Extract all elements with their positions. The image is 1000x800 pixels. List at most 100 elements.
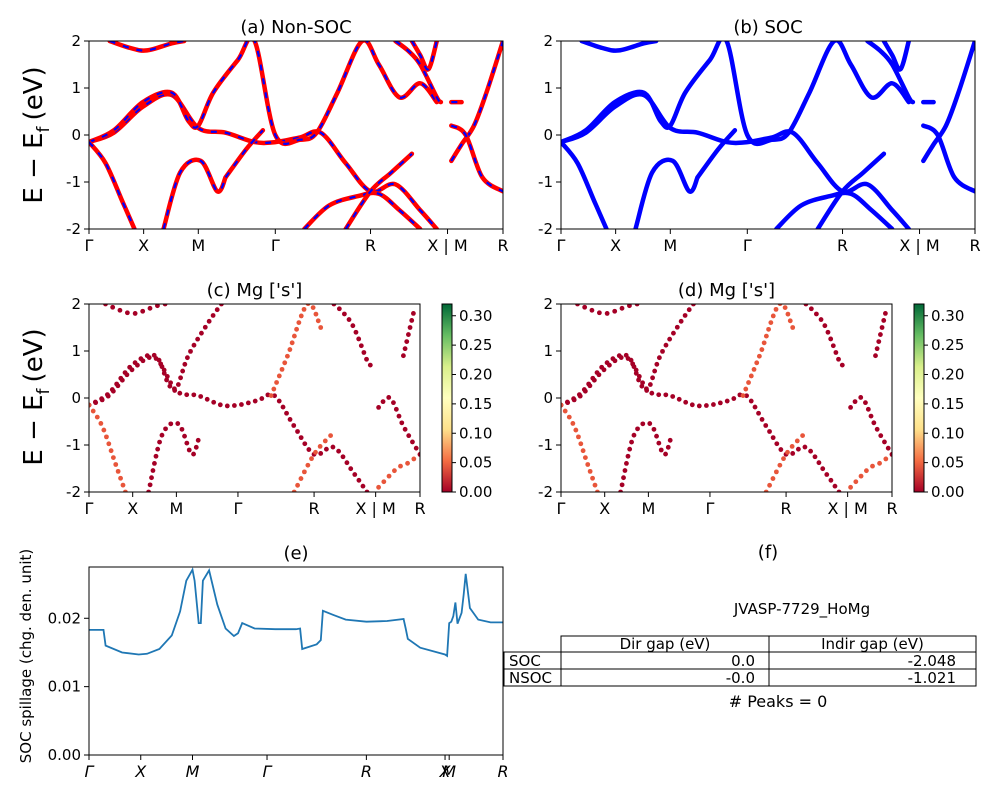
scatter-point-d [566,414,572,420]
scatter-point-c [98,421,104,426]
panel-title-a: (a) Non-SOC [240,17,351,38]
scatter-point-d [633,370,639,376]
scatter-point-c [155,446,161,452]
ytick-label-a: -2 [66,220,81,238]
scatter-point-d [625,453,631,459]
scatter-point-c [323,446,329,452]
ylabel-unit: (eV) [19,66,49,120]
scatter-point-d [595,489,600,492]
scatter-point-c [405,460,410,466]
xtick-label-d: R [781,499,792,518]
scatter-point-d [881,318,887,323]
scatter-point-d [590,475,595,481]
scatter-point-c [313,311,319,317]
scatter-point-c [276,398,282,404]
scatter-point-c [361,350,367,355]
scatter-point-c [402,346,408,352]
xtick-label-c: R [414,499,425,518]
scatter-point-d [877,460,882,466]
scatter-point-c [147,305,153,311]
band-line-b [633,157,700,229]
scatter-point-c [298,435,304,441]
scatter-point-d [836,356,841,362]
scatter-point-d [800,433,805,438]
scatter-point-d [571,396,577,402]
band-line-dashed-a [109,41,185,52]
band-line-dashed-a [410,41,438,71]
xtick-label-b: Γ [743,236,752,255]
scatter-point-d [590,375,596,381]
panel-title-b: (b) SOC [733,17,802,38]
ylabel-middle: E − Ef (eV) [19,328,54,465]
scatter-point-d [870,463,875,469]
scatter-point-c [204,396,210,402]
scatter-point-c [149,475,154,481]
scatter-point-c [358,343,364,349]
scatter-point-c [159,432,165,438]
scatter-point-c [346,317,352,322]
axes-frame-d [560,303,893,493]
ytick-label-b: 1 [543,79,553,97]
spillage-line [89,567,503,658]
scatter-point-d [830,343,836,349]
colorbar-label-d: 0.05 [931,454,964,472]
band-guide-c [89,357,367,492]
scatter-point-c [306,447,312,452]
scatter-point-c [191,451,196,457]
scatter-point-d [820,466,826,472]
scatter-point-d [652,368,658,374]
xtick-label-e: R [497,762,508,781]
ytick-label-a: 0 [71,126,81,144]
band-line-b [561,139,609,229]
band-line-a [89,139,137,229]
scatter-point-d [858,473,864,479]
scatter-point-c [186,447,192,453]
scatter-point-d [670,394,676,399]
scatter-point-d [631,432,637,438]
scatter-point-c [191,392,197,398]
scatter-point-d [759,417,765,422]
spillage-ylabel: SOC spillage (chg. den. unit) [17,549,35,764]
ytick-label-d: -2 [538,483,553,501]
ylabel-sub: f [34,125,54,132]
scatter-point-c [106,441,112,447]
scatter-point-d [582,304,588,310]
colorbar-label-c: 0.15 [459,395,492,413]
scatter-point-d [627,304,632,309]
scatter-point-d [647,421,653,426]
scatter-point-d [587,468,593,474]
band-guide-d [806,304,842,365]
band-line-b [774,190,895,229]
scatter-point-c [315,318,321,324]
scatter-point-c [341,311,347,317]
scatter-point-c [413,445,419,451]
xtick-label-e: M [442,762,456,781]
scatter-point-c [360,483,366,489]
xtick-label-b: R [837,236,848,255]
band-line-b [695,128,738,180]
band-line-dashed-a [89,141,136,229]
scatter-point-c [381,479,387,485]
scatter-point-c [219,304,224,307]
scatter-point-d [624,460,629,466]
band-line-b [579,41,659,53]
scatter-point-d [639,383,645,389]
scatter-point-c [157,439,162,445]
scatter-point-d [667,437,673,443]
scatter-point-d [777,462,783,468]
band-line-b [561,91,912,229]
scatter-point-d [848,484,853,490]
colorbar-label-c: 0.20 [459,366,492,384]
scatter-point-d [618,489,623,492]
panel-title-d: (d) Mg ['s'] [678,280,775,301]
panel-f: (f) JVASP-7729_HoMg Dir gap (eV) Indir gap … [503,542,977,711]
scatter-point-d [671,330,676,336]
scatter-point-d [696,403,702,409]
scatter-point-c [271,386,277,392]
band-line-b [881,41,912,72]
plot-area-b [561,41,975,229]
scatter-point-c [103,304,108,307]
scatter-point-d [689,402,695,408]
table-cell: -2.048 [908,652,956,670]
